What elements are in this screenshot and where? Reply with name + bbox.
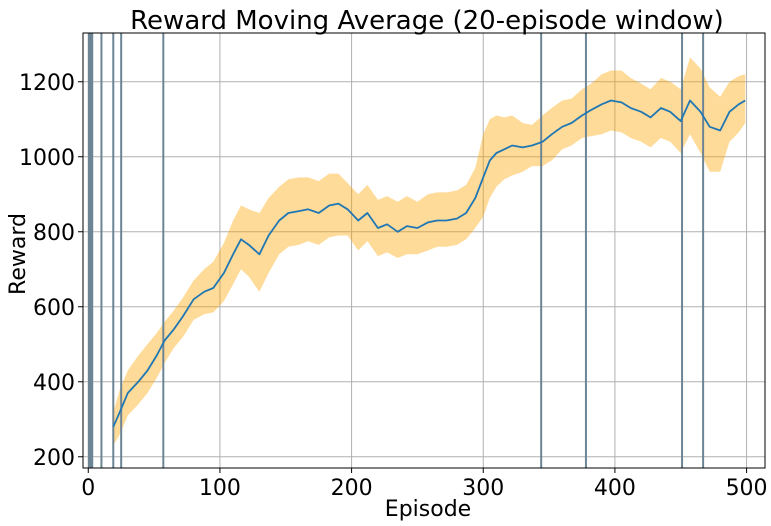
y-tick-label: 600 (33, 296, 75, 321)
y-tick-label: 800 (33, 221, 75, 246)
std-band (113, 57, 746, 446)
chart-title: Reward Moving Average (20-episode window… (130, 6, 724, 36)
vertical-markers (87, 33, 705, 468)
y-tick-label: 1000 (19, 146, 75, 171)
y-tick-label: 400 (33, 371, 75, 396)
x-axis-label: Episode (385, 497, 471, 522)
plot-frame (82, 32, 766, 469)
y-tick-label: 1200 (19, 71, 75, 96)
moving-average-polyline (112, 99, 746, 428)
y-axis-label: Reward (6, 213, 31, 295)
y-tick-label: 200 (33, 446, 75, 471)
x-axis-ticks: 0 100 200 300 400 500 (81, 468, 768, 501)
x-tick-label: 100 (199, 476, 241, 501)
x-tick-label: 0 (81, 476, 95, 501)
x-tick-label: 400 (594, 476, 636, 501)
x-tick-label: 300 (462, 476, 504, 501)
x-tick-label: 500 (726, 476, 768, 501)
grid (83, 33, 765, 468)
std-band-area (113, 57, 746, 446)
x-tick-label: 200 (331, 476, 373, 501)
moving-average-line (112, 99, 746, 428)
y-axis-ticks: 200 400 600 800 1000 1200 (19, 71, 83, 471)
